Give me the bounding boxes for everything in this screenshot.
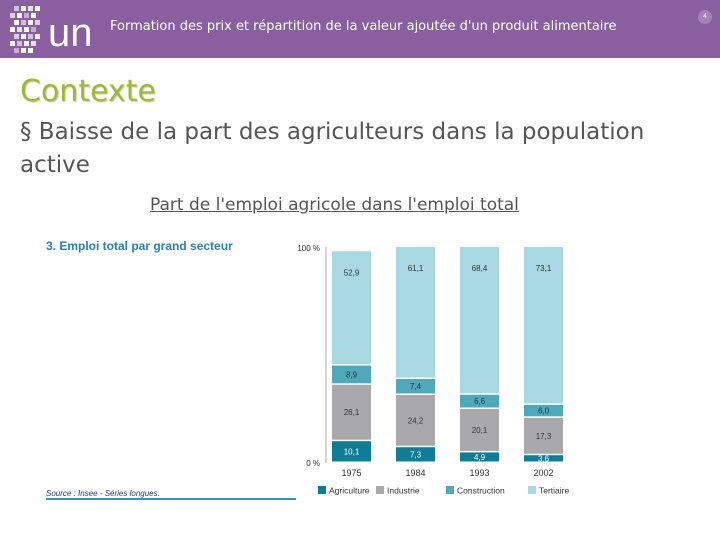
data-label-agriculture-1984: 7,3 [410,450,422,459]
section-heading: Contexte [20,74,156,109]
presentation-title: Formation des prix et répartition de la … [110,19,617,34]
page-number: 4 [698,10,712,24]
bar-construction-1984 [396,378,435,394]
x-tick-label-1993: 1993 [469,468,489,478]
bar-industrie-2002 [524,417,563,454]
data-label-construction-2002: 6,0 [538,407,550,416]
data-label-tertiaire-1993: 68,4 [472,264,488,273]
source-divider [46,498,296,500]
y-tick-label-0: 0 % [306,459,320,468]
bar-agriculture-1984 [396,447,435,462]
bar-agriculture-1993 [460,452,499,462]
legend-swatch-industrie [376,486,384,494]
legend-swatch-construction [446,486,454,494]
bar-industrie-1975 [332,384,371,440]
stacked-bar-chart: 10,1 26,1 8,9 52,9 7,3 24,2 7,4 61,1 4,9 20,1 6,6 6… [297,244,570,496]
bar-tertiaire-1993 [460,247,499,394]
header-bar: un Formation des prix et répartition de … [0,0,720,58]
data-label-construction-1975: 8,9 [346,370,358,379]
bar-tertiaire-1984 [396,247,435,378]
bar-construction-1975 [332,365,371,384]
chart-title: 3. Emploi total par grand secteur [46,239,233,253]
chart-caption: Part de l'emploi agricole dans l'emploi … [150,195,519,215]
data-label-tertiaire-2002: 73,1 [536,264,552,273]
x-tick-label-2002: 2002 [533,468,553,478]
data-label-tertiaire-1975: 52,9 [344,268,360,277]
legend-label-tertiaire: Tertiaire [539,486,570,496]
bar-tertiaire-2002 [524,247,563,404]
legend-label-construction: Construction [457,486,505,496]
data-label-tertiaire-1984: 61,1 [408,264,424,273]
logo-text: un [48,11,93,55]
chart-figure: 3. Emploi total par grand secteur 10,1 26… [36,230,606,508]
legend-label-agriculture: Agriculture [329,486,370,496]
data-label-industrie-1975: 26,1 [344,408,360,417]
bar-industrie-1993 [460,409,499,451]
data-label-industrie-1984: 24,2 [408,416,424,425]
x-tick-label-1975: 1975 [341,468,361,478]
y-tick-label-100: 100 % [297,244,320,253]
data-label-industrie-2002: 17,3 [536,432,552,441]
bar-agriculture-1975 [332,441,371,462]
bar-agriculture-2002 [524,455,563,462]
bar-construction-1993 [460,394,499,408]
data-label-agriculture-1993: 4,9 [474,453,486,462]
chart-source: Source : Insee - Séries longues. [46,489,160,498]
legend-swatch-agriculture [318,486,326,494]
legend-swatch-tertiaire [528,486,536,494]
data-label-construction-1993: 6,6 [474,397,486,406]
bar-tertiaire-1975 [332,251,371,365]
bar-construction-2002 [524,404,563,417]
data-label-agriculture-2002: 3,6 [538,454,550,463]
legend-label-industrie: Industrie [387,486,420,496]
bullet-point: § Baisse de la part des agriculteurs dan… [20,119,645,178]
data-label-agriculture-1975: 10,1 [344,447,360,456]
data-label-construction-1984: 7,4 [410,382,422,391]
data-label-industrie-1993: 20,1 [472,426,488,435]
x-tick-label-1984: 1984 [405,468,425,478]
bar-industrie-1984 [396,394,435,446]
university-logo: un [10,6,93,55]
